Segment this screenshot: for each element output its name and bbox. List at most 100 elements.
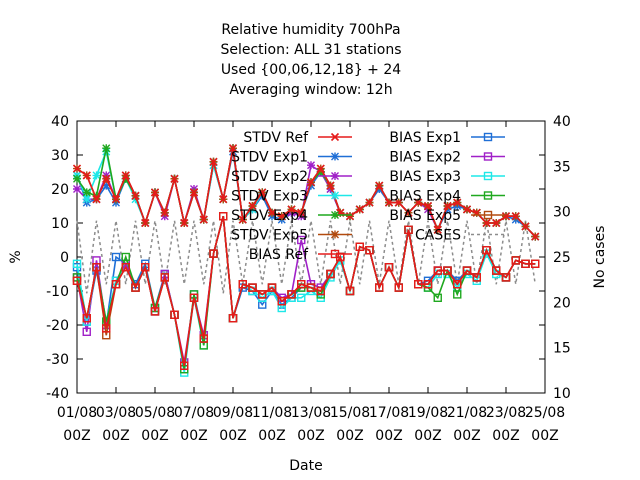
data-point xyxy=(82,188,91,197)
data-point xyxy=(121,252,130,262)
y2-tick-label: 40 xyxy=(553,114,571,130)
legend-item: BIAS Exp4 xyxy=(389,189,505,205)
data-point xyxy=(228,314,238,323)
data-point xyxy=(111,252,121,262)
data-point xyxy=(404,208,413,217)
legend-label: BIAS Exp1 xyxy=(389,130,461,146)
data-point xyxy=(306,178,316,187)
y-axis-label: % xyxy=(8,250,24,263)
data-point xyxy=(453,198,462,207)
x-tick-label-hour: 00Z xyxy=(180,428,207,444)
data-point xyxy=(180,361,189,370)
data-point xyxy=(483,191,493,200)
x-tick-label-hour: 00Z xyxy=(219,428,246,444)
data-point xyxy=(102,181,111,190)
data-point xyxy=(209,249,218,258)
y-tick-label: -10 xyxy=(46,284,69,300)
legend-item: BIAS Exp2 xyxy=(389,150,505,166)
data-point xyxy=(277,297,286,306)
y-tick-label: -20 xyxy=(46,318,69,334)
data-point xyxy=(330,132,340,142)
data-point xyxy=(277,212,286,221)
data-point xyxy=(267,283,277,292)
data-point xyxy=(394,198,403,207)
data-point xyxy=(160,273,169,282)
series-line xyxy=(76,215,536,366)
data-point xyxy=(331,172,339,180)
data-point xyxy=(501,273,511,282)
data-point xyxy=(331,152,339,161)
data-point xyxy=(306,283,316,292)
data-point xyxy=(345,286,355,296)
legend-label: STDV Exp5 xyxy=(231,228,308,244)
data-point xyxy=(443,266,452,275)
legend-item: STDV Exp5 xyxy=(231,228,352,244)
x-axis-label: Date xyxy=(289,458,322,474)
data-point xyxy=(72,259,82,268)
x-tick-label-date: 15/08 xyxy=(330,405,370,421)
x-tick-label-date: 09/08 xyxy=(213,405,253,421)
data-point xyxy=(180,218,189,228)
data-point xyxy=(492,266,501,275)
x-tick-label-date: 25/08 xyxy=(525,405,565,421)
data-point xyxy=(209,157,218,166)
legend-item: STDV Exp2 xyxy=(231,169,352,185)
data-point xyxy=(72,164,82,173)
series-cases xyxy=(76,220,536,294)
x-tick-label-hour: 00Z xyxy=(336,428,363,444)
data-point xyxy=(189,188,199,197)
data-point xyxy=(297,208,306,217)
data-point xyxy=(111,195,121,204)
y2-axis: 40 35 30 25 20 15 10 xyxy=(553,114,571,402)
data-point xyxy=(483,132,493,142)
data-point xyxy=(521,259,530,268)
data-point xyxy=(423,280,433,289)
data-point xyxy=(131,191,140,200)
legend-label: BIAS Exp2 xyxy=(389,150,461,166)
legend-item: BIAS Exp1 xyxy=(389,130,505,146)
y2-tick-label: 20 xyxy=(553,295,571,311)
data-point xyxy=(433,293,442,302)
x-tick-label-hour: 00Z xyxy=(453,428,480,444)
data-point xyxy=(394,283,403,292)
data-point xyxy=(73,174,81,183)
x-tick-label-hour: 00Z xyxy=(492,428,519,444)
legend-label: STDV Exp3 xyxy=(231,189,308,205)
title-line: Used {00,06,12,18} + 24 xyxy=(221,62,401,78)
y-tick-label: 20 xyxy=(51,182,69,198)
data-point xyxy=(170,174,179,183)
x-tick-label-hour: 00Z xyxy=(297,428,324,444)
data-point xyxy=(228,144,238,153)
legend-label: STDV Exp2 xyxy=(231,169,308,185)
data-point xyxy=(345,212,355,221)
series-layer xyxy=(72,144,540,377)
data-point xyxy=(141,263,150,272)
data-point xyxy=(501,212,511,221)
data-point xyxy=(72,276,82,285)
data-point xyxy=(219,195,228,204)
data-point xyxy=(330,249,340,259)
x-tick-label-hour: 00Z xyxy=(375,428,402,444)
data-point xyxy=(531,232,540,241)
x-tick-label-date: 17/08 xyxy=(369,405,409,421)
y-tick-label: 30 xyxy=(51,148,69,164)
data-point xyxy=(131,283,140,292)
data-point xyxy=(92,171,101,180)
data-point xyxy=(199,215,208,224)
data-point xyxy=(482,245,491,255)
data-point xyxy=(531,259,540,268)
x-tick-label-hour: 00Z xyxy=(102,428,129,444)
y-tick-label: -30 xyxy=(46,352,69,368)
data-point xyxy=(453,290,462,299)
legend-item: BIAS Exp5 xyxy=(389,208,505,224)
data-point xyxy=(73,185,81,193)
x-tick-label-hour: 00Z xyxy=(531,428,558,444)
legend-item: STDV Ref xyxy=(243,130,352,146)
data-point xyxy=(238,215,247,224)
y2-tick-label: 10 xyxy=(553,386,571,402)
data-point xyxy=(326,181,335,190)
data-point xyxy=(331,191,339,200)
data-point xyxy=(297,235,306,245)
